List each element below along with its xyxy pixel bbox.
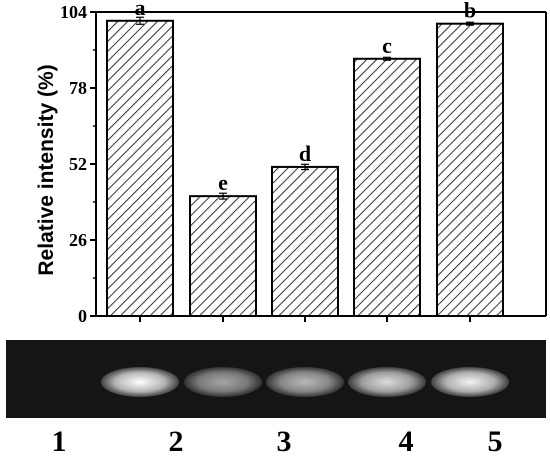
bar-lane-3 <box>271 165 339 317</box>
gel-band-lane-3 <box>266 367 344 397</box>
significance-letter: c <box>382 33 392 58</box>
y-tick-label: 52 <box>69 154 87 174</box>
y-tick-label: 104 <box>60 2 87 22</box>
bar-chart: 0 26 52 78 104 a e d c b Relative intensity (%) <box>35 0 547 326</box>
gel-band-lane-4 <box>348 367 426 397</box>
lane-label-2: 2 <box>168 425 184 458</box>
bar-lane-5 <box>436 22 504 317</box>
lane-label-5: 5 <box>487 425 503 458</box>
gel-band-lane-2 <box>184 367 262 397</box>
lane-labels: 1 2 3 4 5 <box>0 425 550 465</box>
lane-label-4: 4 <box>398 425 414 458</box>
lane-label-1: 1 <box>51 425 67 458</box>
y-axis-label: Relative intensity (%) <box>35 64 58 275</box>
significance-letter: e <box>218 170 228 195</box>
lane-label-3: 3 <box>276 425 292 458</box>
bar-lane-1 <box>106 19 174 318</box>
significance-letter: a <box>135 0 146 20</box>
y-tick-label: 78 <box>69 78 87 98</box>
y-tick-label: 0 <box>78 306 87 326</box>
gel-band-lane-1 <box>101 367 179 397</box>
gel-image <box>6 340 546 418</box>
gel-band-lane-5 <box>431 367 509 397</box>
significance-letter: d <box>299 141 311 166</box>
bar-lane-2 <box>189 195 257 317</box>
y-tick-label: 26 <box>69 230 87 250</box>
significance-letter: b <box>464 0 476 23</box>
bar-lane-4 <box>353 57 421 318</box>
bars: a e d c b <box>106 0 504 318</box>
